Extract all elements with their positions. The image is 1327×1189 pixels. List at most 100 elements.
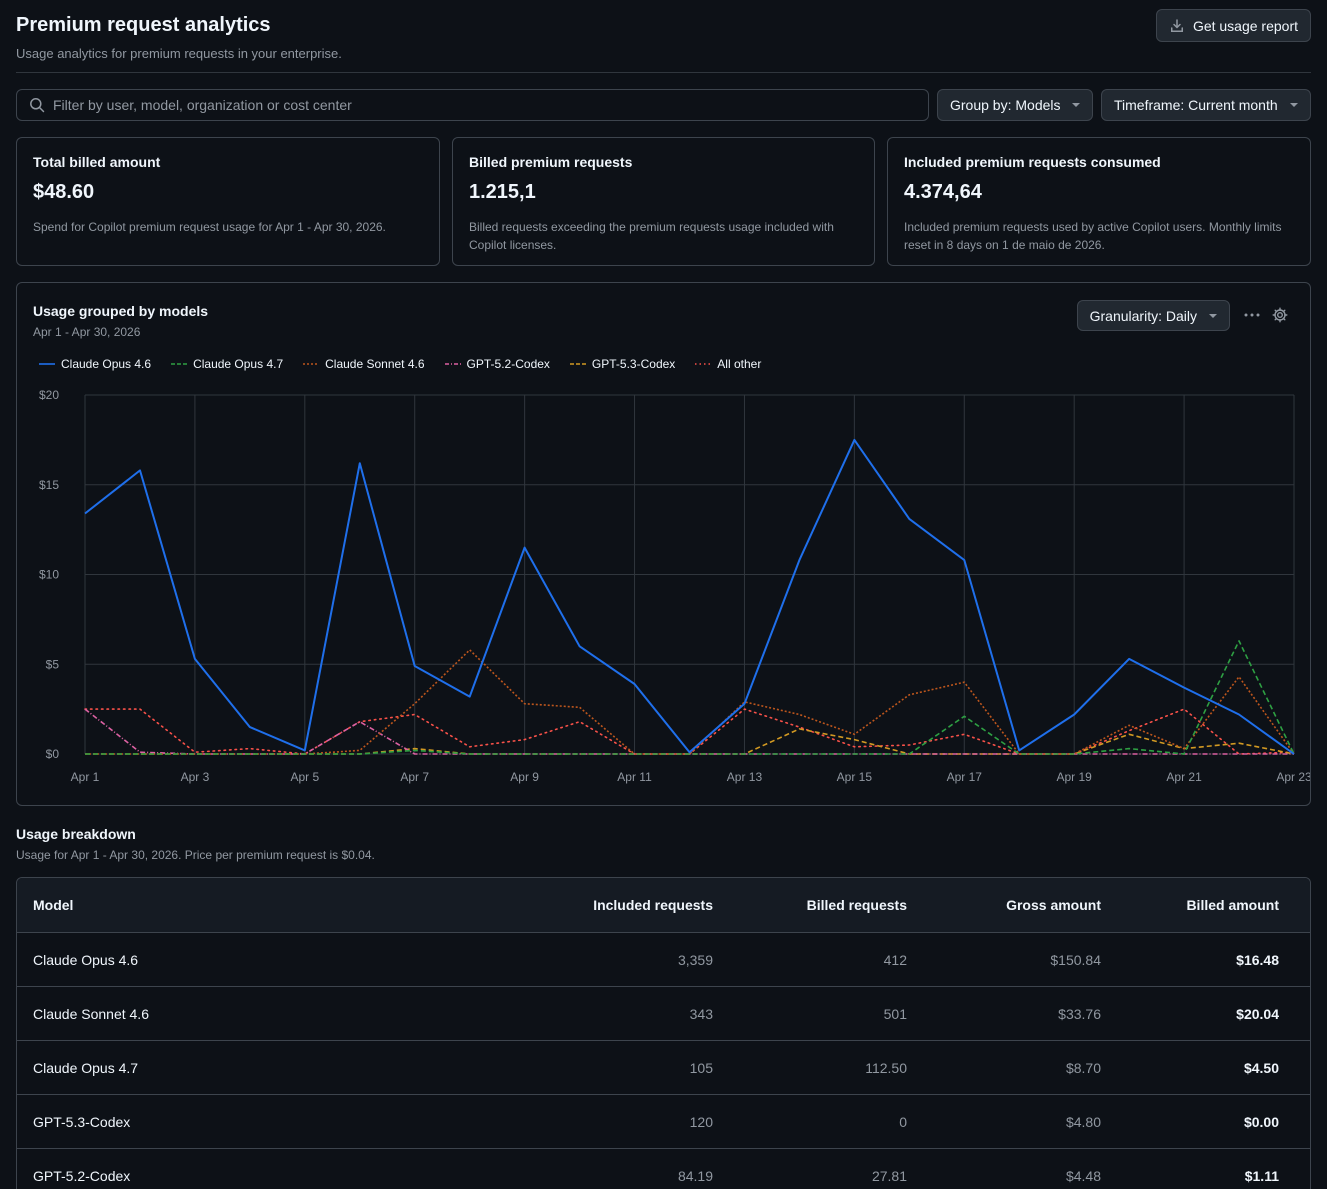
series-line-gpt-5-2-codex [84, 708, 1294, 755]
download-icon [1170, 18, 1183, 32]
chevron-down-icon [1290, 103, 1298, 107]
cell-model: GPT-5.2-Codex [33, 1167, 131, 1184]
legend-label: Claude Sonnet 4.6 [325, 357, 425, 371]
column-header-billed[interactable]: Billed requests [806, 897, 907, 913]
series-line-claude-opus-4-7 [85, 640, 1295, 755]
timeframe-label: Timeframe: Current month [1114, 97, 1278, 113]
legend-label: Claude Opus 4.6 [61, 357, 152, 371]
chevron-down-icon [1209, 313, 1217, 318]
granularity-label: Granularity: Daily [1089, 307, 1197, 324]
usage-line-chart: $0 $5 $10 $15 $20 Apr 1 Apr 3 Apr 5 Apr 7 Apr 9 Ap… [39, 388, 1310, 784]
y-tick-label: $0 [46, 747, 60, 761]
included-requests-card: Included premium requests consumed 4.374… [887, 137, 1311, 266]
get-usage-report-label: Get usage report [1192, 17, 1298, 34]
cell-billed: 112.50 [865, 1059, 907, 1076]
chart-settings-button[interactable] [1268, 303, 1292, 327]
x-tick-label: Apr 17 [947, 770, 983, 784]
column-header-model[interactable]: Model [33, 897, 74, 913]
legend-swatch [171, 363, 188, 365]
search-box[interactable] [16, 89, 929, 121]
x-tick-label: Apr 5 [290, 770, 319, 784]
page: Premium request analytics Usage analytic… [16, 0, 1311, 1189]
gear-icon [1272, 307, 1288, 323]
card-value: 1.215,1 [469, 181, 536, 203]
cell-billed-amount: $4.50 [1243, 1059, 1279, 1076]
legend-swatch [444, 363, 461, 365]
usage-breakdown-table: Model Included requests Billed requests … [16, 877, 1311, 1189]
page-subtitle: Usage analytics for premium requests in … [16, 46, 342, 61]
cell-billed: 0 [899, 1113, 907, 1130]
legend-item[interactable]: Claude Sonnet 4.6 [303, 357, 425, 371]
chart-legend: Claude Opus 4.6 Claude Opus 4.7 Claude Son… [39, 357, 761, 371]
cell-model: GPT-5.3-Codex [33, 1113, 131, 1130]
cell-included: 343 [689, 1005, 713, 1022]
series-line-claude-sonnet-4-6 [85, 649, 1295, 755]
cell-included: 105 [689, 1059, 713, 1076]
search-icon [30, 98, 45, 113]
page-header: Premium request analytics Usage analytic… [16, 0, 1311, 73]
y-tick-label: $15 [39, 478, 59, 492]
card-title: Total billed amount [33, 154, 161, 170]
table-header-row: Model Included requests Billed requests … [17, 878, 1310, 932]
cell-gross: $4.80 [1065, 1113, 1101, 1130]
cell-included: 84.19 [677, 1167, 713, 1184]
cell-gross: $4.48 [1065, 1167, 1101, 1184]
timeframe-select[interactable]: Timeframe: Current month [1101, 89, 1311, 121]
group-by-label: Group by: Models [950, 97, 1061, 113]
group-by-select[interactable]: Group by: Models [937, 89, 1093, 121]
breakdown-subtitle: Usage for Apr 1 - Apr 30, 2026. Price pe… [16, 848, 375, 862]
card-description: Included premium requests used by active… [904, 220, 1282, 252]
x-tick-label: Apr 19 [1057, 770, 1093, 784]
card-title: Billed premium requests [469, 154, 633, 170]
legend-item[interactable]: GPT-5.2-Codex [444, 357, 550, 371]
legend-item[interactable]: Claude Opus 4.6 [39, 357, 151, 371]
column-header-billed-amount[interactable]: Billed amount [1186, 897, 1279, 913]
x-tick-label: Apr 1 [71, 770, 100, 784]
x-tick-label: Apr 3 [181, 770, 210, 784]
cell-billed-amount: $0.00 [1243, 1113, 1279, 1130]
column-header-gross[interactable]: Gross amount [1006, 897, 1101, 913]
x-tick-label: Apr 13 [727, 770, 763, 784]
page-title: Premium request analytics [16, 14, 271, 36]
x-tick-label: Apr 15 [837, 770, 873, 784]
cell-billed: 27.81 [871, 1167, 907, 1184]
x-tick-label: Apr 11 [617, 770, 652, 784]
card-value: 4.374,64 [904, 181, 982, 203]
granularity-select[interactable]: Granularity: Daily [1076, 300, 1230, 331]
cell-model: Claude Sonnet 4.6 [33, 1005, 149, 1022]
cell-billed: 501 [883, 1005, 907, 1022]
breakdown-title: Usage breakdown [16, 826, 136, 842]
table-row: Claude Opus 4.7 105 112.50 $8.70 $4.50 [17, 1040, 1310, 1094]
column-header-included[interactable]: Included requests [593, 897, 713, 913]
cell-gross: $33.76 [1058, 1005, 1101, 1022]
get-usage-report-button[interactable]: Get usage report [1155, 9, 1311, 42]
usage-chart-panel: $0 $5 $10 $15 $20 Apr 1 Apr 3 Apr 5 Apr 7 Apr 9 Ap… [16, 282, 1311, 806]
legend-item[interactable]: All other [695, 357, 761, 371]
legend-swatch [569, 363, 586, 365]
y-tick-label: $20 [39, 388, 59, 402]
search-input[interactable] [53, 97, 913, 113]
x-tick-label: Apr 7 [400, 770, 429, 784]
billed-requests-card: Billed premium requests 1.215,1 Billed r… [452, 137, 875, 266]
chart-subtitle: Apr 1 - Apr 30, 2026 [33, 325, 141, 339]
legend-item[interactable]: GPT-5.3-Codex [569, 357, 675, 371]
total-billed-card: Total billed amount $48.60 Spend for Cop… [16, 137, 440, 266]
card-title: Included premium requests consumed [904, 154, 1161, 170]
cell-billed: 412 [883, 951, 907, 968]
cell-model: Claude Opus 4.6 [33, 951, 139, 968]
more-options-button[interactable] [1240, 303, 1264, 327]
legend-item[interactable]: Claude Opus 4.7 [171, 357, 283, 371]
cell-model: Claude Opus 4.7 [33, 1059, 139, 1076]
card-value: $48.60 [33, 181, 95, 203]
card-description: Billed requests exceeding the premium re… [469, 220, 834, 252]
x-tick-label: Apr 9 [510, 770, 539, 784]
cell-billed-amount: $20.04 [1236, 1005, 1279, 1022]
x-tick-label: Apr 21 [1166, 770, 1202, 784]
filter-row: Group by: Models Timeframe: Current mont… [16, 89, 1311, 121]
series-line-all-other [84, 708, 1295, 755]
chart-title: Usage grouped by models [33, 303, 209, 319]
series-line-claude-opus-4-6 [84, 438, 1295, 755]
chevron-down-icon [1072, 103, 1080, 107]
table-row: Claude Opus 4.6 3,359 412 $150.84 $16.48 [17, 932, 1310, 986]
table-row: GPT-5.3-Codex 120 0 $4.80 $0.00 [17, 1094, 1310, 1148]
